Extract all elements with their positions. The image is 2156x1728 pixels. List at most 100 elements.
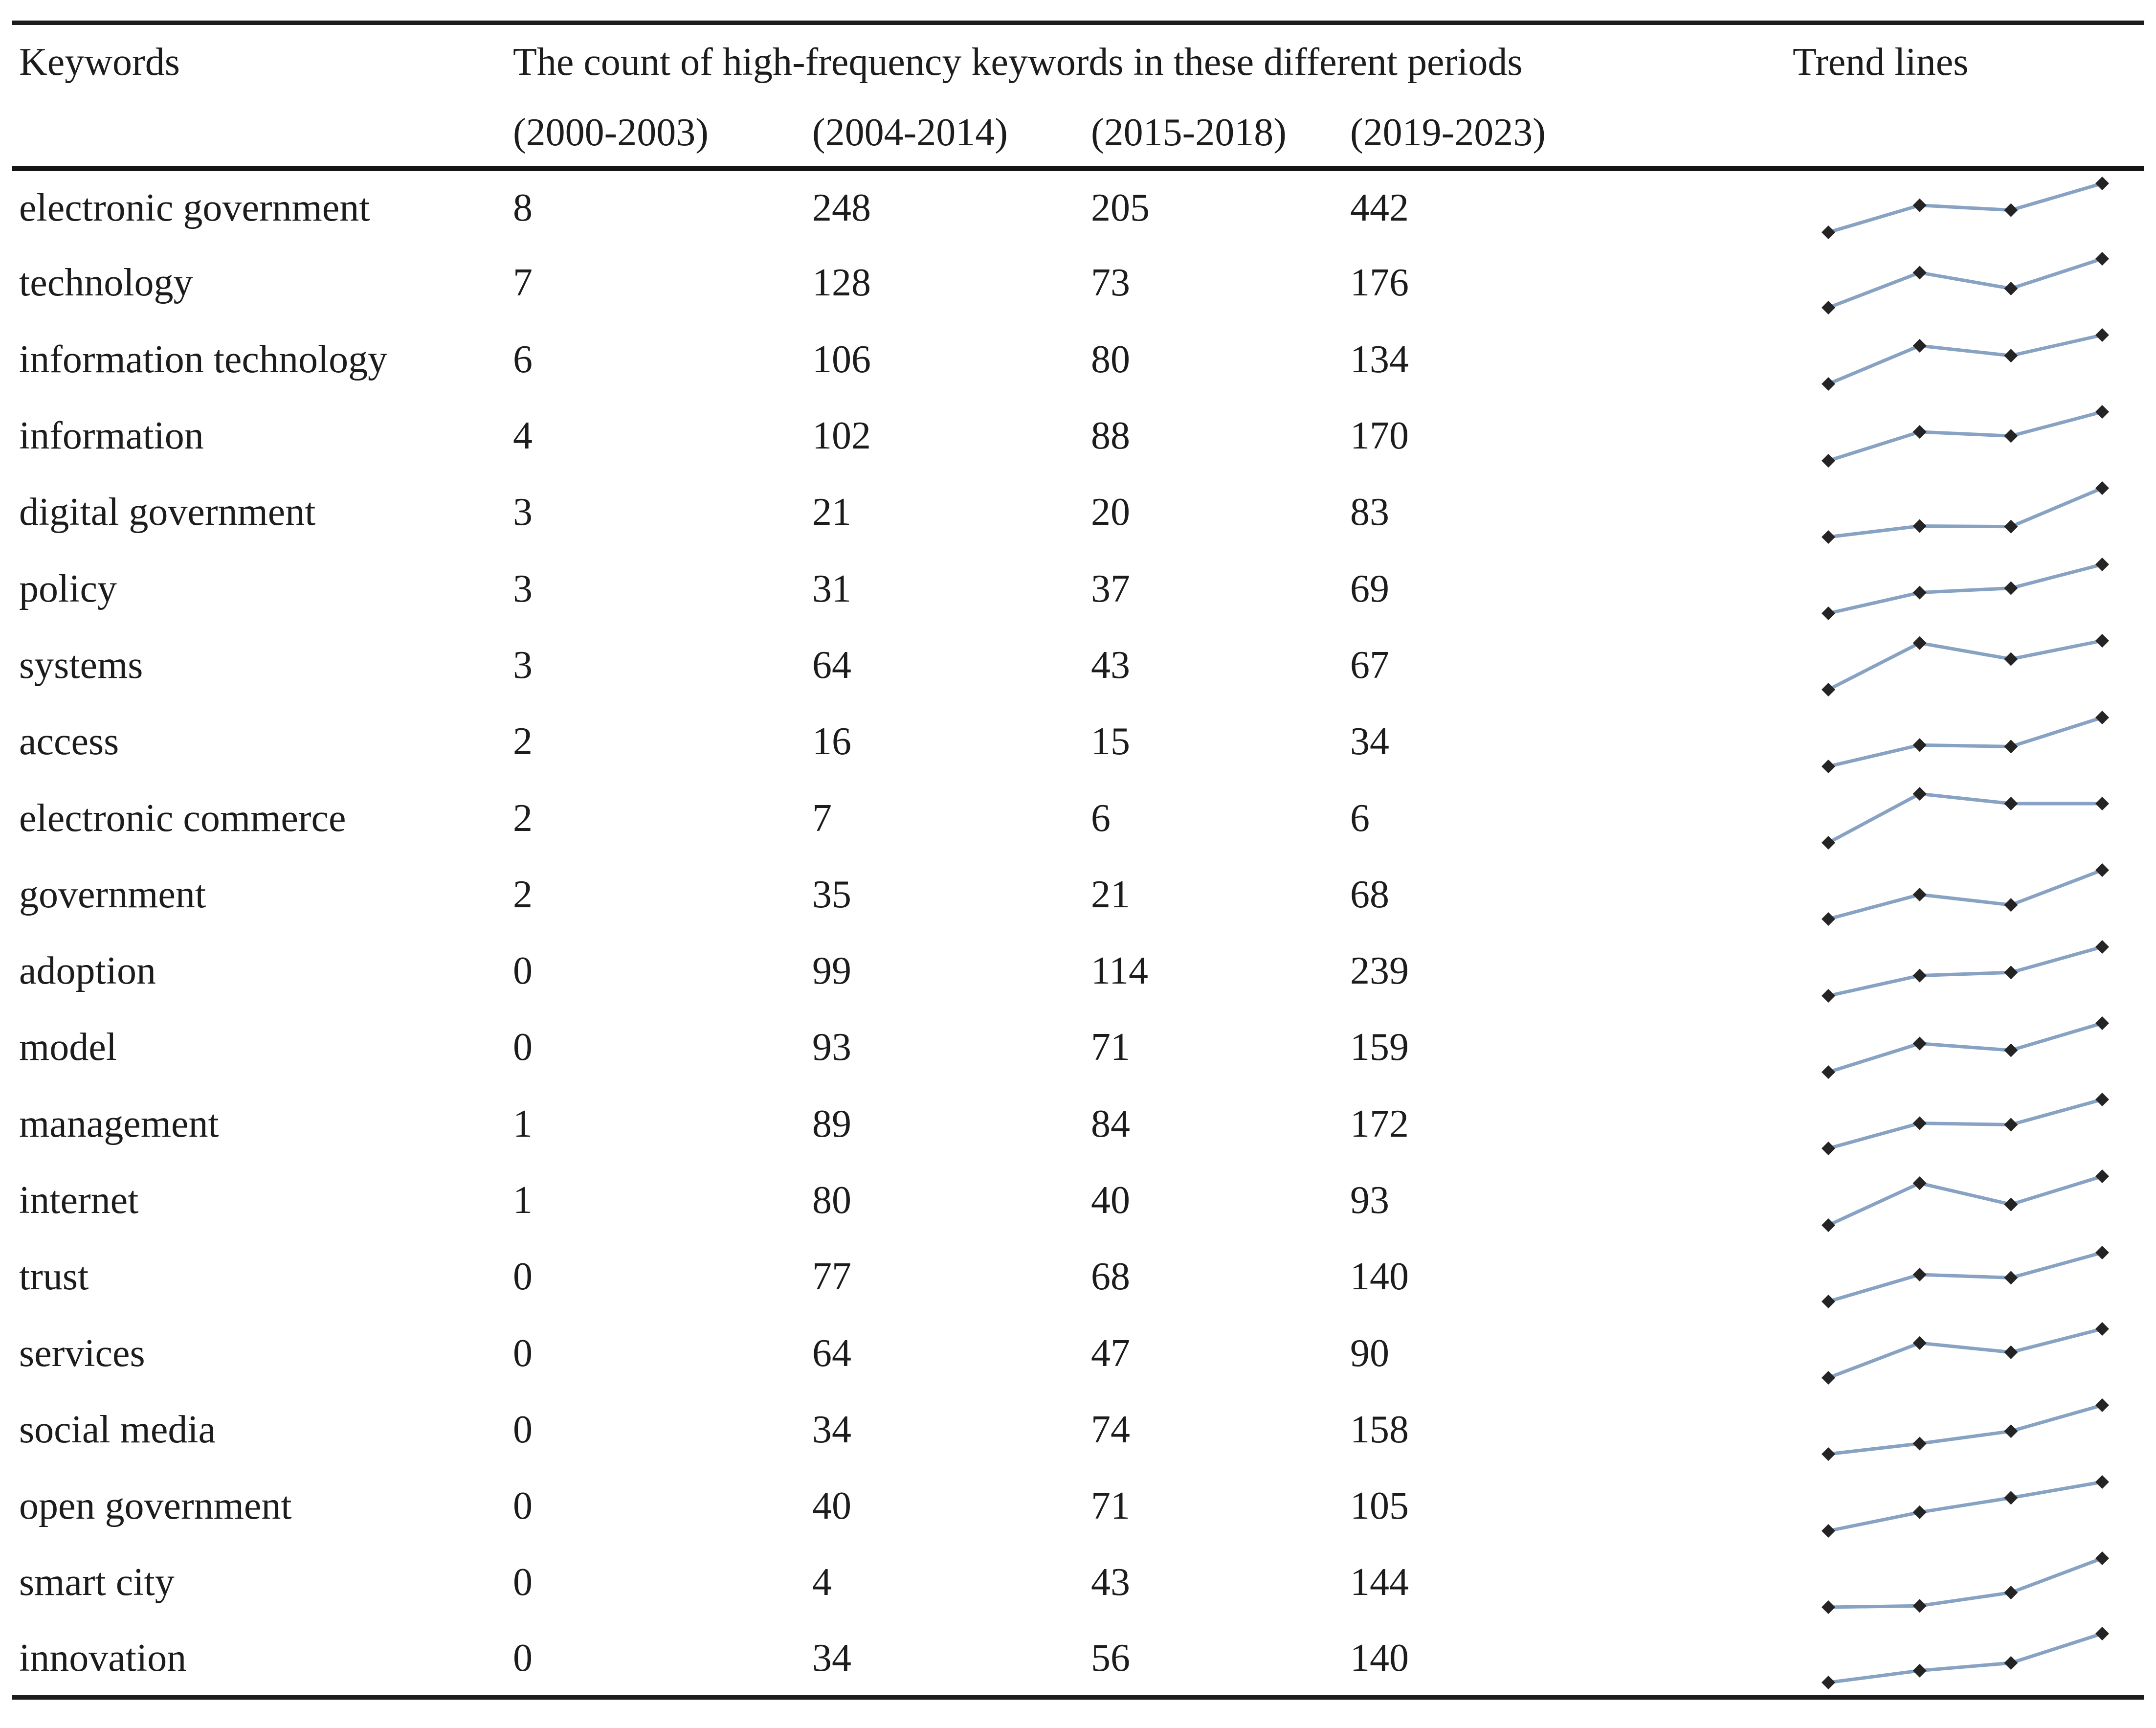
spark-marker (1912, 787, 1927, 801)
keyword-label: information (19, 414, 204, 458)
keyword-label: open government (19, 1484, 292, 1528)
trend-cell (1786, 1010, 2144, 1086)
count-2000-2003: 0 (513, 1484, 533, 1528)
spark-marker (2004, 965, 2018, 979)
trend-cell (1786, 856, 2144, 933)
trend-sparkline (1822, 1475, 2110, 1538)
count-2004-2014: 106 (812, 337, 871, 381)
count-2019-2023: 34 (1350, 720, 1389, 763)
header-period-2019-2023: (2019-2023) (1350, 111, 1546, 155)
spark-marker (1822, 1294, 1836, 1308)
count-2015-2018: 205 (1091, 186, 1150, 229)
count-2015-2018: 84 (1091, 1102, 1130, 1145)
keyword-cell: social media (12, 1391, 506, 1468)
spark-marker (2095, 634, 2110, 648)
spark-marker (1822, 1371, 1836, 1385)
count-2000-2003: 3 (513, 643, 533, 687)
trend-cell (1786, 1391, 2144, 1468)
spark-marker (2095, 797, 2110, 811)
keyword-label: social media (19, 1408, 216, 1451)
header-empty (12, 100, 506, 169)
count-2000-2003: 8 (513, 186, 533, 229)
count-2000-2003: 3 (513, 491, 533, 534)
spark-marker (1912, 1176, 1927, 1190)
header-period-2015-2018: (2015-2018) (1091, 111, 1287, 155)
spark-marker (1822, 225, 1836, 240)
table-row: government 2 35 21 68 (12, 856, 2144, 933)
keyword-label: government (19, 873, 206, 916)
trend-cell (1786, 933, 2144, 1009)
count-2004-2014: 34 (812, 1636, 851, 1680)
table-row: model 0 93 71 159 (12, 1010, 2144, 1086)
count-2000-2003: 0 (513, 1331, 533, 1375)
spark-marker (2095, 710, 2110, 724)
count-2019-2023: 170 (1350, 414, 1409, 458)
table-row: access 2 16 15 34 (12, 704, 2144, 780)
spark-marker (1912, 1663, 1927, 1678)
keyword-label: innovation (19, 1636, 187, 1680)
header-row-periods: (2000-2003) (2004-2014) (2015-2018) (201… (12, 100, 2145, 169)
spark-marker (1912, 519, 1927, 533)
keyword-cell: policy (12, 551, 506, 627)
trend-cell (1786, 321, 2144, 398)
count-2015-2018: 20 (1091, 491, 1130, 534)
spark-marker (2095, 1398, 2110, 1413)
count-2019-2023: 67 (1350, 643, 1389, 687)
table-row: management 1 89 84 172 (12, 1086, 2144, 1162)
count-2004-2014: 31 (812, 567, 851, 610)
trend-sparkline (1822, 404, 2110, 468)
spark-marker (1822, 1218, 1836, 1232)
table-row: electronic commerce 2 7 6 6 (12, 780, 2144, 856)
keyword-label: electronic government (19, 186, 370, 229)
keyword-label: systems (19, 643, 143, 687)
spark-marker (1822, 1142, 1836, 1156)
spark-marker (1912, 585, 1927, 600)
spark-marker (1822, 683, 1836, 697)
trend-sparkline (1822, 634, 2110, 697)
spark-marker (2095, 328, 2110, 342)
spark-marker (1912, 968, 1927, 983)
spark-marker (2004, 428, 2018, 443)
spark-marker (2004, 581, 2018, 595)
spark-marker (1822, 1447, 1836, 1461)
trend-sparkline (1822, 1169, 2110, 1232)
count-2004-2014: 99 (812, 949, 851, 993)
trend-sparkline (1822, 710, 2110, 773)
table-row: policy 3 31 37 69 (12, 551, 2144, 627)
table-row: information 4 102 88 170 (12, 398, 2144, 474)
trend-sparkline (1822, 1322, 2110, 1385)
trend-cell (1786, 780, 2144, 856)
table-row: trust 0 77 68 140 (12, 1239, 2144, 1315)
count-2004-2014: 93 (812, 1026, 851, 1069)
keyword-label: technology (19, 261, 193, 305)
count-2015-2018: 21 (1091, 873, 1130, 916)
count-2015-2018: 37 (1091, 567, 1130, 610)
keyword-cell: information technology (12, 321, 506, 398)
count-2004-2014: 4 (812, 1561, 832, 1604)
trend-cell (1786, 245, 2144, 321)
count-2015-2018: 40 (1091, 1179, 1130, 1222)
trend-cell (1786, 551, 2144, 627)
count-2004-2014: 40 (812, 1484, 851, 1528)
count-2019-2023: 442 (1350, 186, 1409, 229)
spark-marker (2095, 481, 2110, 495)
keyword-cell: innovation (12, 1621, 506, 1697)
spark-marker (2004, 1424, 2018, 1438)
spark-marker (2004, 281, 2018, 295)
header-count-group: The count of high-frequency keywords in … (513, 41, 1523, 84)
count-2000-2003: 3 (513, 567, 533, 610)
table-header: Keywords The count of high-frequency key… (12, 23, 2145, 169)
trend-cell (1786, 1162, 2144, 1238)
count-2000-2003: 7 (513, 261, 533, 305)
count-2000-2003: 0 (513, 1408, 533, 1451)
trend-sparkline (1822, 1398, 2110, 1461)
keyword-cell: government (12, 856, 506, 933)
keyword-label: electronic commerce (19, 796, 346, 840)
spark-marker (1822, 1676, 1836, 1690)
spark-marker (1912, 1599, 1927, 1613)
spark-marker (2004, 1118, 2018, 1132)
spark-marker (1912, 425, 1927, 439)
spark-marker (2095, 1093, 2110, 1107)
count-2004-2014: 34 (812, 1408, 851, 1451)
spark-marker (1912, 1436, 1927, 1451)
